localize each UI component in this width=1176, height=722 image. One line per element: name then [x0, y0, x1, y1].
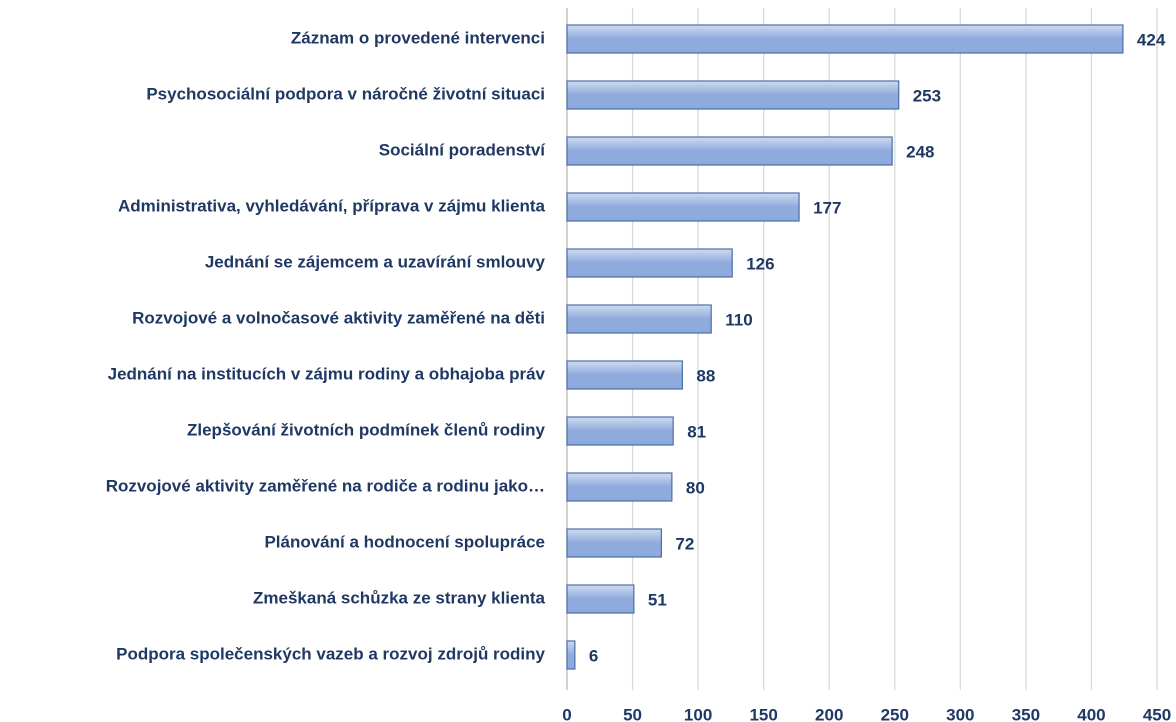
y-tick-label: Zlepšování životních podmínek členů rodi…: [187, 420, 546, 439]
value-label: 6: [589, 646, 598, 665]
bar: [566, 192, 800, 222]
x-tick-label: 200: [815, 705, 843, 722]
y-tick-label: Psychosociální podpora v náročné životní…: [146, 84, 545, 103]
bar: [566, 24, 1124, 54]
y-tick-label: Administrativa, vyhledávání, příprava v …: [118, 196, 546, 215]
value-label: 81: [687, 422, 706, 441]
bar: [566, 472, 673, 502]
bar: [566, 584, 635, 614]
x-tick-label: 350: [1012, 705, 1040, 722]
value-label: 88: [696, 366, 715, 385]
value-label: 253: [913, 86, 941, 105]
value-label: 110: [725, 310, 752, 329]
bar: [566, 304, 712, 334]
x-tick-label: 0: [562, 705, 571, 722]
y-tick-label: Rozvojové a volnočasové aktivity zaměřen…: [132, 308, 545, 327]
value-label: 248: [906, 142, 934, 161]
value-label: 72: [675, 534, 694, 553]
x-tick-label: 450: [1143, 705, 1171, 722]
y-tick-label: Podpora společenských vazeb a rozvoj zdr…: [116, 644, 545, 663]
x-tick-label: 250: [881, 705, 909, 722]
x-tick-label: 400: [1077, 705, 1105, 722]
bar: [566, 360, 683, 390]
bar: [566, 136, 893, 166]
bar: [566, 80, 900, 110]
bar: [566, 248, 733, 278]
value-label: 126: [746, 254, 774, 273]
value-label: 51: [648, 590, 667, 609]
x-tick-label: 150: [749, 705, 777, 722]
value-label: 424: [1137, 30, 1166, 49]
value-label: 177: [813, 198, 841, 217]
value-label: 80: [686, 478, 705, 497]
y-tick-label: Záznam o provedené intervenci: [291, 28, 545, 47]
x-tick-label: 300: [946, 705, 974, 722]
x-tick-label: 100: [684, 705, 712, 722]
y-tick-label: Zmeškaná schůzka ze strany klienta: [253, 588, 546, 607]
y-tick-label: Jednání se zájemcem a uzavírání smlouvy: [205, 252, 546, 271]
y-tick-label: Sociální poradenství: [379, 140, 547, 159]
y-tick-label: Jednání na institucích v zájmu rodiny a …: [108, 364, 546, 383]
y-tick-label: Rozvojové aktivity zaměřené na rodiče a …: [106, 476, 545, 495]
x-tick-label: 50: [623, 705, 642, 722]
bar: [566, 640, 576, 670]
bar: [566, 416, 674, 446]
y-tick-label: Plánování a hodnocení spolupráce: [264, 532, 545, 551]
bar: [566, 528, 663, 558]
